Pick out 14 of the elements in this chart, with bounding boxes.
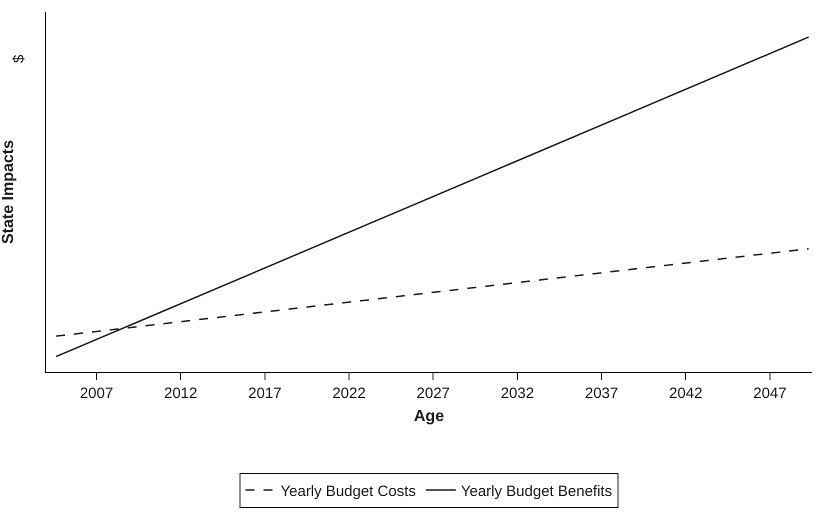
x-tick-label: 2017 [248, 385, 282, 402]
x-tick-label: 2042 [669, 385, 702, 402]
x-tick-label: 2022 [332, 385, 366, 402]
x-axis-title: Age [414, 408, 444, 425]
legend-label: Yearly Budget Benefits [460, 482, 612, 500]
x-tick-label: 2047 [753, 385, 787, 402]
x-tick-label: 2027 [416, 385, 450, 402]
x-tick-label: 2007 [80, 385, 114, 402]
x-tick-label: 2012 [164, 385, 198, 402]
text: $ [10, 54, 28, 63]
legend-label: Yearly Budget Costs [280, 482, 416, 500]
x-tick-label: 2032 [500, 385, 534, 402]
y-axis-title: State Impacts [0, 140, 17, 244]
x-tick-label: 2037 [584, 385, 618, 402]
